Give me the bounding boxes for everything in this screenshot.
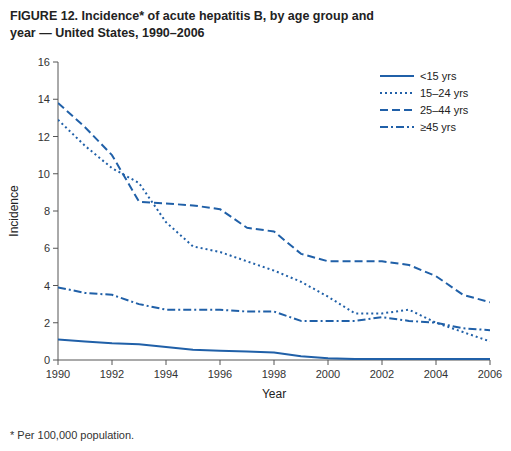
legend: <15 yrs 15–24 yrs 25–44 yrs ≥45 yrs <box>380 70 469 133</box>
legend-label: 25–44 yrs <box>420 104 469 116</box>
x-tick <box>220 360 221 365</box>
x-tick-label: 2006 <box>478 368 502 380</box>
x-tick <box>436 360 437 365</box>
legend-swatch <box>380 126 414 128</box>
y-tick <box>53 99 58 100</box>
y-tick <box>53 248 58 249</box>
y-tick <box>53 211 58 212</box>
x-tick-label: 1998 <box>262 368 286 380</box>
y-tick-label: 16 <box>38 56 50 68</box>
x-axis-label: Year <box>262 387 286 401</box>
y-tick-label: 0 <box>44 354 50 366</box>
x-tick-label: 1990 <box>46 368 70 380</box>
y-tick-label: 4 <box>44 280 50 292</box>
x-tick-label: 1992 <box>100 368 124 380</box>
x-tick <box>58 360 59 365</box>
chart: FIGURE 12. Incidence* of acute hepatitis… <box>0 0 511 451</box>
y-tick <box>53 322 58 323</box>
x-tick-label: 2004 <box>424 368 448 380</box>
subtitle: year — United States, 1990–2006 <box>10 26 205 40</box>
x-tick <box>382 360 383 365</box>
legend-label: <15 yrs <box>420 70 457 82</box>
y-tick-label: 14 <box>38 93 50 105</box>
y-axis <box>58 62 59 360</box>
y-tick-label: 8 <box>44 205 50 217</box>
x-tick-label: 1996 <box>208 368 232 380</box>
y-tick-label: 12 <box>38 131 50 143</box>
y-tick-label: 6 <box>44 242 50 254</box>
y-tick <box>53 285 58 286</box>
footnote: * Per 100,000 population. <box>10 429 134 441</box>
legend-swatch <box>380 109 414 111</box>
y-tick-label: 10 <box>38 168 50 180</box>
series-line <box>58 103 490 302</box>
series-line <box>58 340 490 360</box>
y-tick <box>53 173 58 174</box>
x-tick-label: 2002 <box>370 368 394 380</box>
y-tick <box>53 136 58 137</box>
plot-area <box>58 103 490 359</box>
x-tick-label: 1994 <box>154 368 178 380</box>
y-tick <box>53 360 58 361</box>
x-tick <box>112 360 113 365</box>
y-tick <box>53 62 58 63</box>
x-tick <box>490 360 491 365</box>
legend-swatch <box>380 75 414 77</box>
y-axis-label: Incidence <box>7 185 21 237</box>
legend-label: ≥45 yrs <box>420 121 456 133</box>
legend-label: 15–24 yrs <box>420 87 469 99</box>
x-tick <box>166 360 167 365</box>
x-tick <box>274 360 275 365</box>
x-tick-label: 2000 <box>316 368 340 380</box>
y-tick-label: 2 <box>44 317 50 329</box>
title: FIGURE 12. Incidence* of acute hepatitis… <box>10 9 374 23</box>
series-line <box>58 287 490 330</box>
legend-swatch <box>380 92 414 94</box>
x-tick <box>328 360 329 365</box>
